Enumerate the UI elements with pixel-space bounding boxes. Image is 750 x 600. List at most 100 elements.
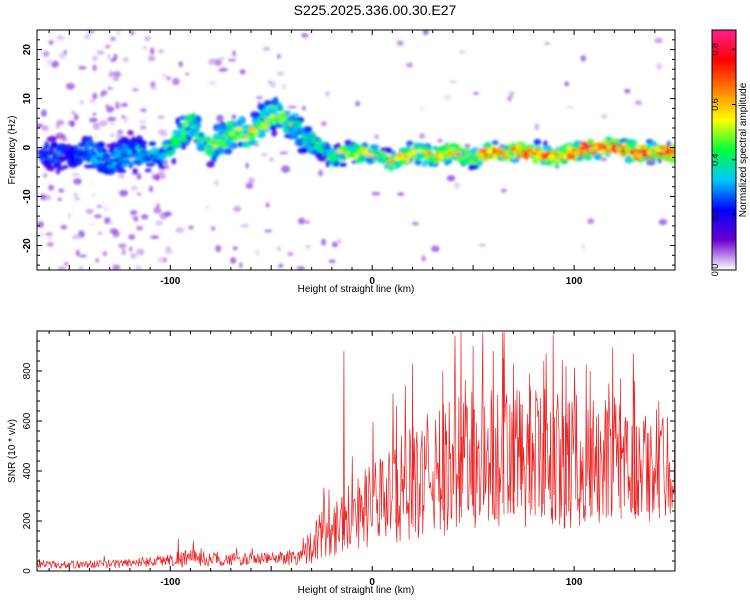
heatmap-core bbox=[60, 156, 66, 162]
heatmap-core bbox=[251, 129, 258, 133]
heatmap-core bbox=[536, 150, 541, 156]
heatmap-core bbox=[96, 156, 102, 161]
heatmap-speckle bbox=[254, 248, 260, 256]
heatmap-speckle bbox=[175, 227, 185, 234]
heatmap-core bbox=[287, 121, 292, 126]
heatmap-blob bbox=[369, 144, 380, 149]
heatmap-speckle bbox=[296, 266, 306, 270]
heatmap-blob bbox=[648, 140, 658, 148]
heatmap-blob bbox=[540, 159, 546, 166]
heatmap-speckle bbox=[92, 92, 98, 100]
heatmap-speckle bbox=[108, 70, 114, 78]
heatmap-core bbox=[375, 152, 382, 157]
heatmap-speckle bbox=[112, 230, 120, 238]
heatmap-core bbox=[358, 153, 363, 157]
heatmap-core bbox=[91, 155, 98, 159]
heatmap-speckle bbox=[95, 258, 100, 263]
heatmap-core bbox=[68, 154, 76, 160]
spectrogram-x-tick-labels: -100 0 100 bbox=[160, 276, 583, 287]
heatmap-blob bbox=[271, 129, 278, 137]
heatmap-core bbox=[597, 145, 605, 150]
heatmap-core bbox=[562, 153, 568, 160]
heatmap-blob bbox=[132, 168, 138, 175]
heatmap-blob bbox=[97, 168, 104, 173]
heatmap-speckle bbox=[446, 175, 456, 182]
heatmap-speckle bbox=[256, 96, 263, 99]
heatmap-speckle bbox=[115, 101, 119, 109]
heatmap-core bbox=[339, 153, 347, 159]
heatmap-speckle bbox=[117, 174, 125, 179]
heatmap-core bbox=[220, 134, 226, 140]
heatmap-core bbox=[620, 149, 626, 154]
heatmap-speckle bbox=[90, 99, 95, 103]
heatmap-speckle bbox=[92, 122, 100, 130]
heatmap-speckle bbox=[355, 101, 361, 107]
heatmap-speckle bbox=[123, 116, 128, 123]
heatmap-blob bbox=[498, 144, 507, 149]
heatmap-core bbox=[531, 148, 537, 153]
heatmap-speckle bbox=[73, 192, 78, 198]
y-tick-label: 20 bbox=[22, 44, 33, 56]
heatmap-speckle bbox=[431, 245, 440, 252]
heatmap-blob bbox=[611, 138, 621, 143]
heatmap-core bbox=[237, 130, 244, 134]
heatmap-blob bbox=[45, 162, 52, 171]
heatmap-speckle bbox=[74, 113, 79, 121]
heatmap-blob bbox=[304, 126, 313, 133]
heatmap-blob bbox=[406, 140, 414, 147]
heatmap-blob bbox=[422, 146, 431, 152]
heatmap-speckle bbox=[213, 180, 219, 186]
x-tick-label: -100 bbox=[160, 276, 180, 287]
heatmap-speckle bbox=[420, 107, 424, 111]
heatmap-speckle bbox=[397, 192, 405, 197]
spectrogram-y-axis-label: Frequency (Hz) bbox=[7, 116, 18, 185]
heatmap-speckle bbox=[245, 182, 254, 189]
x-tick-label: 100 bbox=[566, 276, 583, 287]
heatmap-core bbox=[247, 131, 253, 137]
heatmap-blob bbox=[206, 161, 215, 168]
heatmap-blob bbox=[533, 138, 542, 146]
heatmap-speckle bbox=[73, 178, 82, 185]
heatmap-blob bbox=[326, 144, 332, 151]
y-tick-label: 200 bbox=[22, 512, 33, 529]
heatmap-core bbox=[651, 150, 657, 156]
heatmap-speckle bbox=[41, 125, 49, 132]
heatmap-blob bbox=[570, 142, 581, 149]
heatmap-core bbox=[523, 150, 528, 155]
heatmap-speckle bbox=[248, 177, 255, 185]
heatmap-blob bbox=[270, 124, 277, 131]
heatmap-speckle bbox=[601, 114, 608, 119]
spectrogram-y-tick-labels: -20 -10 0 10 20 bbox=[22, 44, 33, 253]
heatmap-speckle bbox=[232, 246, 238, 251]
heatmap-core bbox=[629, 149, 634, 155]
heatmap-blob bbox=[121, 161, 129, 168]
heatmap-core bbox=[451, 149, 457, 153]
heatmap-speckle bbox=[119, 189, 129, 197]
heatmap-core bbox=[264, 113, 271, 118]
heatmap-blob bbox=[237, 141, 243, 148]
heatmap-speckle bbox=[158, 49, 164, 54]
heatmap-core bbox=[101, 158, 105, 162]
heatmap-blob bbox=[547, 159, 553, 164]
heatmap-speckle bbox=[600, 157, 607, 162]
heatmap-core bbox=[482, 152, 488, 155]
heatmap-blob bbox=[47, 135, 57, 143]
heatmap-core bbox=[353, 150, 360, 154]
heatmap-core bbox=[514, 147, 519, 153]
heatmap-speckle bbox=[96, 50, 105, 55]
heatmap-blob bbox=[583, 153, 593, 161]
heatmap-blob bbox=[463, 161, 470, 165]
heatmap-blob bbox=[157, 159, 163, 167]
heatmap-speckle bbox=[93, 214, 102, 219]
heatmap-core bbox=[77, 152, 85, 157]
y-tick-label: -10 bbox=[22, 189, 33, 204]
heatmap-blob bbox=[294, 134, 299, 142]
heatmap-blob bbox=[284, 133, 290, 139]
heatmap-core bbox=[410, 149, 418, 155]
heatmap-blob bbox=[257, 103, 265, 111]
heatmap-speckle bbox=[67, 212, 72, 219]
heatmap-speckle bbox=[48, 184, 54, 191]
heatmap-speckle bbox=[500, 188, 507, 193]
heatmap-core bbox=[646, 150, 654, 156]
